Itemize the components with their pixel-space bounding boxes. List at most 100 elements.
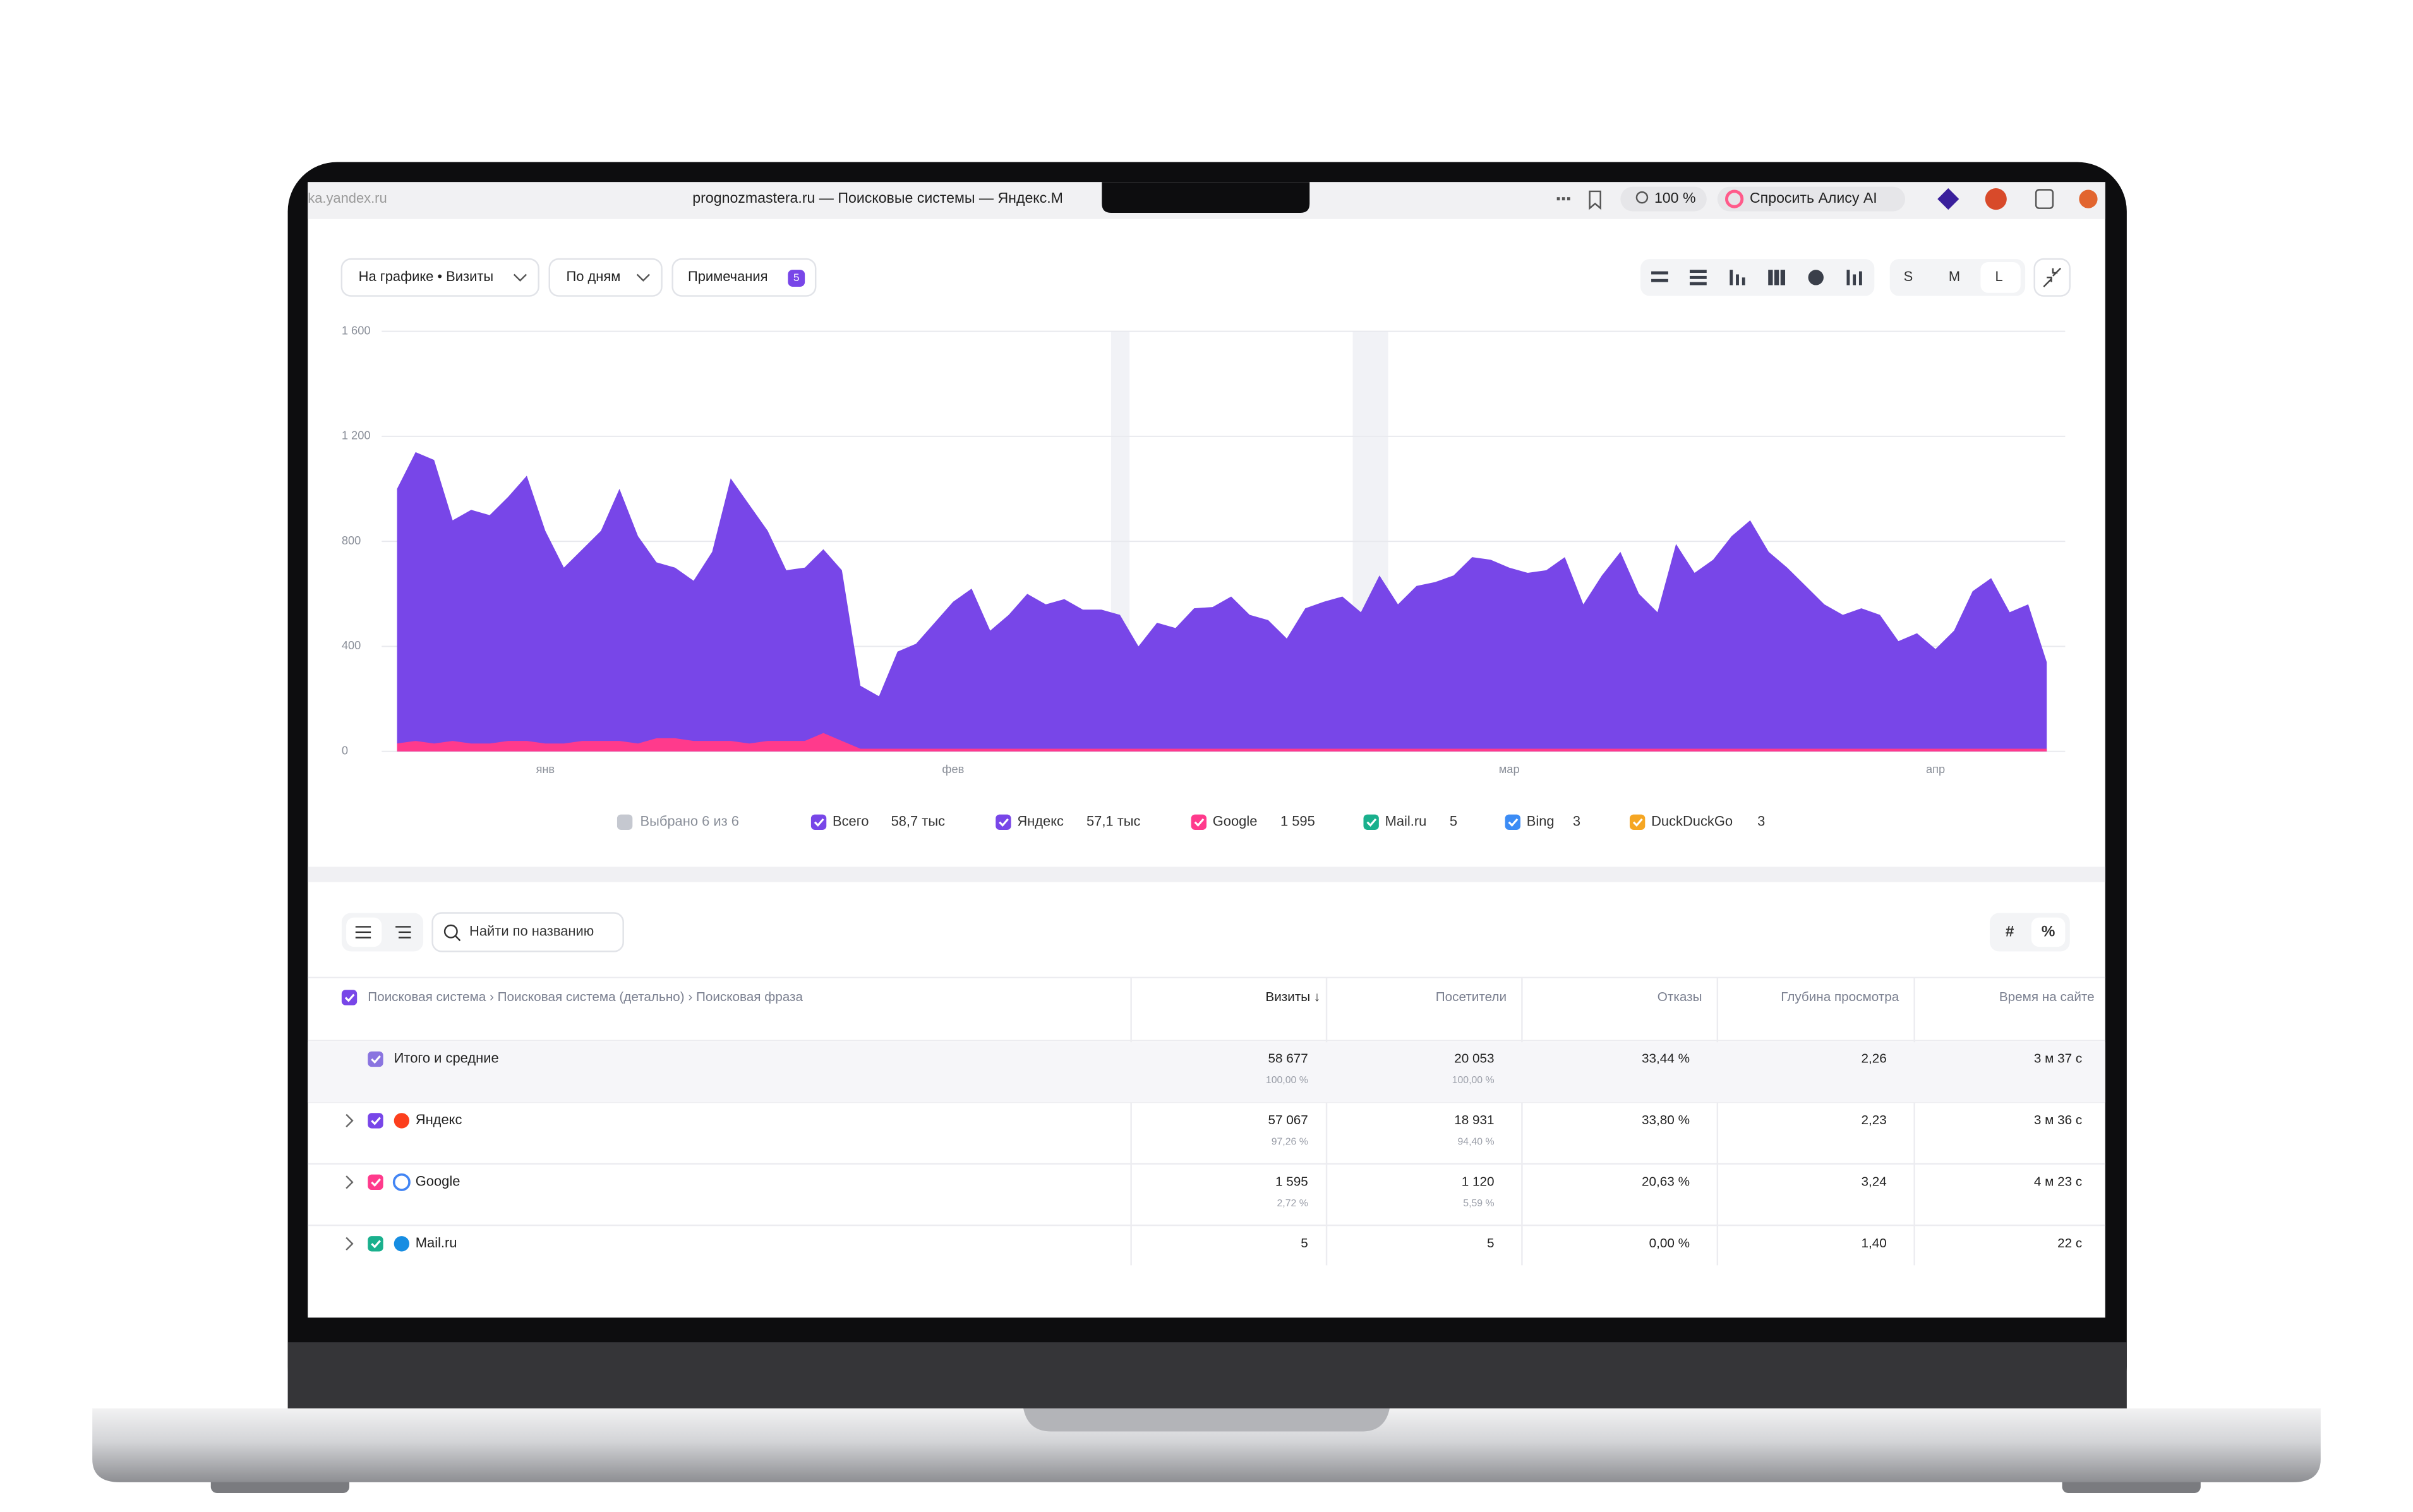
legend-name[interactable]: Google xyxy=(1213,813,1258,829)
legend-name[interactable]: DuckDuckGo xyxy=(1651,813,1733,829)
ext-icon[interactable] xyxy=(1937,188,1959,210)
cell-share: 100,00 % xyxy=(1266,1075,1308,1086)
notes-label[interactable]: Примечания xyxy=(688,268,767,284)
view-icons[interactable] xyxy=(355,926,411,939)
notes-badge xyxy=(788,270,805,287)
size-option[interactable]: L xyxy=(1995,268,2003,284)
row-name: Google xyxy=(416,1173,460,1189)
tab-title: prognozmastera.ru — Поисковые системы — … xyxy=(692,189,1063,206)
checkbox[interactable] xyxy=(1191,814,1206,830)
ext-icon[interactable] xyxy=(1985,188,2007,210)
checkbox[interactable] xyxy=(368,1051,383,1067)
expand-chevron[interactable] xyxy=(346,1237,354,1251)
checkmark xyxy=(999,818,1009,827)
checkmark xyxy=(814,818,824,827)
checkbox[interactable] xyxy=(368,1236,383,1252)
checkbox[interactable] xyxy=(1363,814,1379,830)
expand-chevron[interactable] xyxy=(346,1113,354,1127)
zoom-level: 100 % xyxy=(1654,189,1696,206)
expand-chevron[interactable] xyxy=(346,1175,354,1189)
alice-icon xyxy=(1725,189,1744,208)
legend-name[interactable]: Bing xyxy=(1527,813,1555,829)
column-header[interactable]: Время на сайте xyxy=(1999,990,2095,1004)
grouping-label[interactable]: По дням xyxy=(567,268,621,284)
legend-total: 58,7 тыс xyxy=(891,813,946,829)
size-option[interactable]: M xyxy=(1949,268,1960,284)
cell-value: 1 595 xyxy=(1275,1174,1308,1189)
chart-type-icons[interactable] xyxy=(1651,270,1862,285)
checkmark xyxy=(1194,818,1205,827)
address: ka.yandex.ru xyxy=(308,190,387,206)
legend-name[interactable]: Mail.ru xyxy=(1385,813,1427,829)
source-icon xyxy=(394,1236,410,1252)
browser-icons: ··· xyxy=(1555,186,2098,212)
legend-total: 3 xyxy=(1757,813,1765,829)
checkbox[interactable] xyxy=(368,1174,383,1191)
bookmark-icon[interactable] xyxy=(1589,190,1601,210)
checkmark xyxy=(371,1240,381,1249)
checkmark xyxy=(1366,818,1377,827)
checkbox[interactable] xyxy=(1505,814,1520,830)
laptop-base xyxy=(92,1408,2321,1482)
cell-value: 0,00 % xyxy=(1649,1236,1690,1251)
cell-value: 57 067 xyxy=(1268,1113,1308,1127)
checkbox[interactable] xyxy=(996,814,1011,830)
grouping-select[interactable] xyxy=(548,258,663,297)
x-tick-label: апр xyxy=(1926,762,1945,776)
legend-name[interactable]: Яндекс xyxy=(1017,813,1064,829)
column-header[interactable]: Посетители xyxy=(1436,990,1507,1004)
cell-value: 3,24 xyxy=(1862,1174,1887,1189)
cell-value: 20,63 % xyxy=(1642,1174,1690,1189)
checkbox[interactable] xyxy=(810,814,827,830)
cell-value: 58 677 xyxy=(1268,1051,1308,1065)
cell-share: 97,26 % xyxy=(1272,1137,1308,1148)
cell-value: 33,80 % xyxy=(1642,1113,1690,1127)
assistant-pill[interactable] xyxy=(1717,186,1906,212)
cell-value: 22 с xyxy=(2057,1236,2082,1251)
chart-toolbar xyxy=(340,258,2071,297)
search-box[interactable] xyxy=(431,912,624,952)
checkmark xyxy=(1508,818,1519,827)
base-notch xyxy=(1023,1408,1390,1432)
section-divider xyxy=(308,867,2105,882)
metric-select-label[interactable]: На графике • Визиты xyxy=(359,268,493,284)
lid-chin xyxy=(287,1342,2127,1410)
checkbox[interactable] xyxy=(368,1113,383,1129)
chart-type-group xyxy=(1640,259,1875,296)
format-option[interactable]: % xyxy=(2042,923,2055,940)
table-toolbar xyxy=(341,912,2070,952)
profile-icon[interactable] xyxy=(2079,189,2098,208)
legend-name[interactable]: Всего xyxy=(833,813,869,829)
cell-value: 18 931 xyxy=(1454,1113,1494,1127)
search-placeholder[interactable]: Найти по названию xyxy=(469,923,594,939)
cell-value: 1,40 xyxy=(1862,1236,1887,1251)
column-header[interactable]: Глубина просмотра xyxy=(1781,990,1899,1004)
legend-total: 1 595 xyxy=(1280,813,1315,829)
checkbox[interactable] xyxy=(1629,814,1646,830)
column-header[interactable]: Визиты ↓ xyxy=(1265,990,1320,1004)
notes-button[interactable] xyxy=(671,258,817,297)
cell-share: 2,72 % xyxy=(1277,1198,1308,1209)
row-name: Итого и средние xyxy=(394,1050,499,1066)
ext-icon[interactable] xyxy=(2035,189,2054,209)
checkmark xyxy=(1632,818,1643,827)
more-icon[interactable]: ··· xyxy=(1555,189,1572,207)
format-selected[interactable] xyxy=(2031,917,2066,947)
size-option[interactable]: S xyxy=(1904,268,1913,284)
assistant-button[interactable]: Спросить Алису AI xyxy=(1750,189,1877,206)
column-header[interactable]: Отказы xyxy=(1658,990,1702,1004)
cell-value: 2,26 xyxy=(1862,1051,1887,1065)
row-name: Яндекс xyxy=(416,1112,462,1127)
checkbox[interactable] xyxy=(617,814,633,830)
metric-select[interactable] xyxy=(340,258,539,297)
legend-total: 3 xyxy=(1573,813,1580,829)
checkbox[interactable] xyxy=(341,990,358,1005)
format-option[interactable]: # xyxy=(2006,923,2014,940)
area-series xyxy=(397,733,2047,752)
y-tick-label: 400 xyxy=(342,639,361,652)
y-tick-label: 800 xyxy=(342,534,361,547)
cell-value: 33,44 % xyxy=(1642,1051,1690,1065)
checkmark xyxy=(344,993,355,1002)
cell-value: 1 120 xyxy=(1462,1174,1495,1189)
